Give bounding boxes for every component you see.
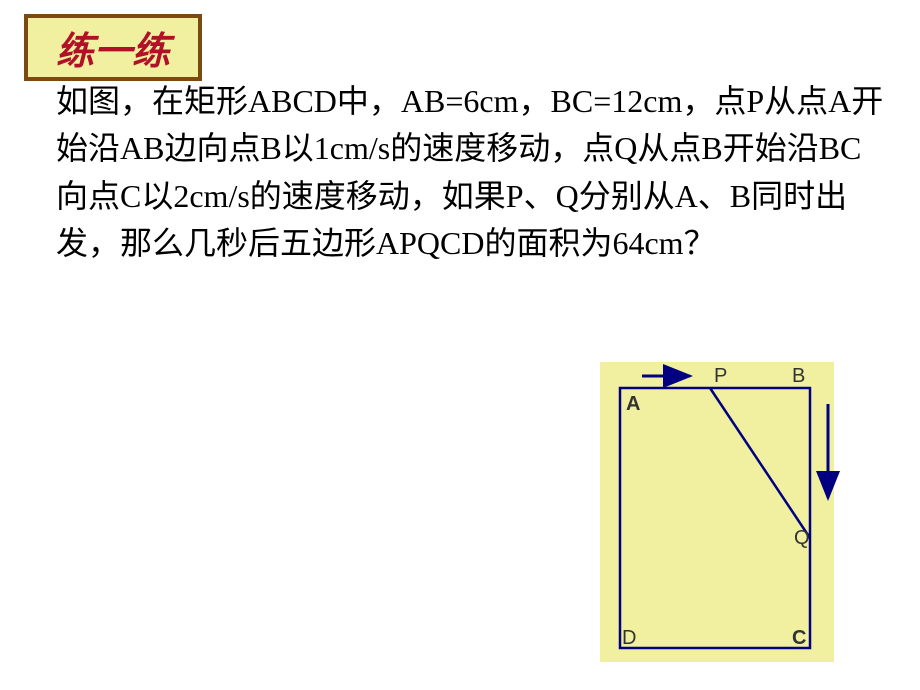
label-c: C — [792, 627, 806, 649]
label-p: P — [714, 365, 727, 387]
geometry-diagram: A B C D P Q — [590, 358, 850, 668]
problem-text: 如图，在矩形ABCD中，AB=6cm，BC=12cm，点P从点A开始沿AB边向点… — [56, 78, 886, 267]
label-q: Q — [794, 527, 810, 549]
label-b: B — [792, 365, 805, 387]
diagram-svg: A B C D P Q — [590, 358, 850, 668]
title-box: 练一练 — [24, 14, 202, 81]
title-text: 练一练 — [56, 31, 170, 73]
label-a: A — [626, 393, 640, 415]
label-d: D — [622, 627, 636, 649]
